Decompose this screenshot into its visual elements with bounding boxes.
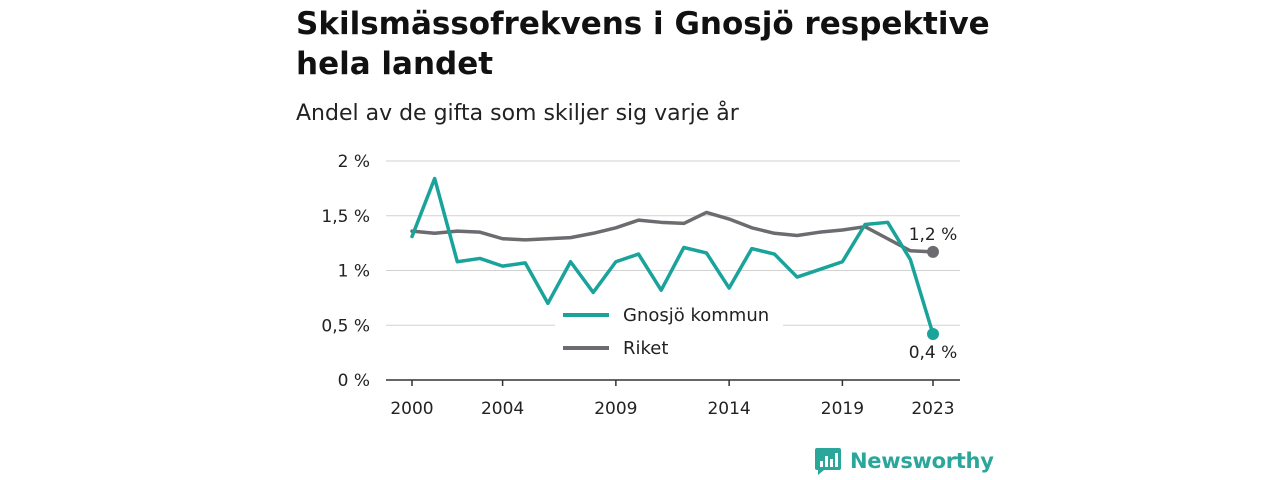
x-tick-label: 2000 <box>390 399 433 419</box>
newsworthy-logo-icon <box>815 448 841 475</box>
y-tick-label: 2 % <box>338 152 370 172</box>
end-label-gnosjo: 0,4 % <box>909 343 958 363</box>
y-tick-label: 1,5 % <box>321 207 370 227</box>
end-label-riket: 1,2 % <box>909 225 958 245</box>
y-tick-label: 0 % <box>338 371 370 391</box>
end-point-riket <box>927 245 939 258</box>
series-line-riket <box>410 210 935 254</box>
end-point-gnosjo <box>927 328 939 341</box>
series-lines <box>410 176 939 341</box>
legend-box <box>555 296 783 366</box>
brand-name: Newsworthy <box>850 449 994 473</box>
x-tick-label: 2009 <box>594 399 637 419</box>
chart-subtitle: Andel av de gifta som skiljer sig varje … <box>296 101 739 126</box>
legend-background <box>555 296 783 366</box>
y-tick-label: 0,5 % <box>321 316 370 336</box>
legend: Gnosjö kommun Riket <box>563 305 769 359</box>
brand: Newsworthy <box>814 446 994 476</box>
series-line-gnosjo <box>410 176 935 336</box>
x-tick-label: 2019 <box>821 399 864 419</box>
y-axis-ticks: 0 % 0,5 % 1 % 1,5 % 2 % <box>321 152 370 391</box>
x-axis-ticks: 2000 2004 2009 2014 2019 2023 <box>390 380 955 419</box>
x-tick-label: 2023 <box>911 399 954 419</box>
legend-label: Riket <box>623 338 668 359</box>
gridlines <box>386 160 960 326</box>
y-tick-label: 1 % <box>338 262 370 282</box>
x-tick-label: 2004 <box>481 399 524 419</box>
legend-label: Gnosjö kommun <box>623 305 769 326</box>
x-tick-label: 2014 <box>707 399 750 419</box>
end-labels: 1,2 % 0,4 % <box>909 225 958 363</box>
chart-title: Skilsmässofrekvens i Gnosjö respektive h… <box>296 6 990 82</box>
